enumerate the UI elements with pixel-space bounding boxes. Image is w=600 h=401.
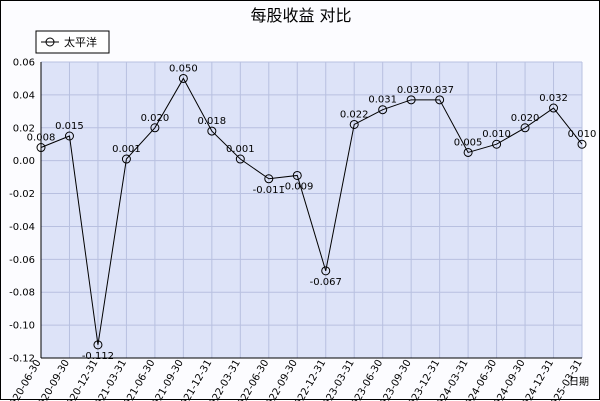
data-point <box>321 266 331 276</box>
data-point <box>178 73 188 83</box>
data-label: 0.010 <box>568 129 597 140</box>
y-tick-label: 0.04 <box>13 90 35 101</box>
data-point <box>549 103 559 113</box>
legend-entry: 太平洋 <box>64 35 97 49</box>
data-label: 0.031 <box>368 95 397 106</box>
legend: 太平洋 <box>35 30 110 54</box>
data-label: 0.018 <box>198 116 227 127</box>
legend-box <box>35 30 110 54</box>
data-point <box>93 340 103 350</box>
series-line <box>40 77 583 345</box>
y-tick-label: -0.08 <box>9 288 35 299</box>
data-point <box>463 147 473 157</box>
plot-area <box>41 62 582 358</box>
y-tick-label: -0.06 <box>9 255 35 266</box>
data-label: -0.067 <box>310 277 342 288</box>
data-point <box>577 139 587 149</box>
y-tick-label: -0.10 <box>9 321 35 332</box>
data-label: 0.020 <box>141 113 170 124</box>
y-tick-label: 0.00 <box>13 156 35 167</box>
data-label: 0.001 <box>226 144 255 155</box>
data-label: 0.001 <box>112 144 141 155</box>
data-label: -0.112 <box>82 351 114 362</box>
data-point <box>378 105 388 115</box>
data-point <box>235 154 245 164</box>
data-label: 0.032 <box>539 93 568 104</box>
data-point <box>435 95 445 105</box>
y-tick-label: -0.02 <box>9 189 35 200</box>
data-label: 0.050 <box>169 63 198 74</box>
y-tick-label: -0.12 <box>9 354 35 365</box>
data-point <box>150 123 160 133</box>
legend-marker-icon <box>45 37 55 47</box>
data-label: -0.009 <box>281 181 313 192</box>
data-point <box>492 139 502 149</box>
data-label: 0.015 <box>55 121 84 132</box>
data-label: -0.011 <box>253 185 285 196</box>
y-tick-label: 0.06 <box>13 58 35 69</box>
data-point <box>264 174 274 184</box>
data-point <box>207 126 217 136</box>
data-label: 0.008 <box>27 133 56 144</box>
data-label: 0.037 <box>425 85 454 96</box>
data-point <box>292 170 302 180</box>
data-label: 0.022 <box>340 109 369 120</box>
data-point <box>64 131 74 141</box>
data-point <box>520 123 530 133</box>
y-tick-label: 0.02 <box>13 123 35 134</box>
y-tick-label: -0.04 <box>9 222 35 233</box>
data-label: 0.020 <box>511 113 540 124</box>
data-point <box>36 143 46 153</box>
data-point <box>349 119 359 129</box>
data-label: 0.037 <box>397 85 426 96</box>
data-label: 0.005 <box>454 137 483 148</box>
data-point <box>121 154 131 164</box>
data-point <box>406 95 416 105</box>
data-label: 0.010 <box>482 129 511 140</box>
x-axis-label: 日期 <box>569 376 589 388</box>
chart-title: 每股收益 对比 <box>250 6 351 25</box>
